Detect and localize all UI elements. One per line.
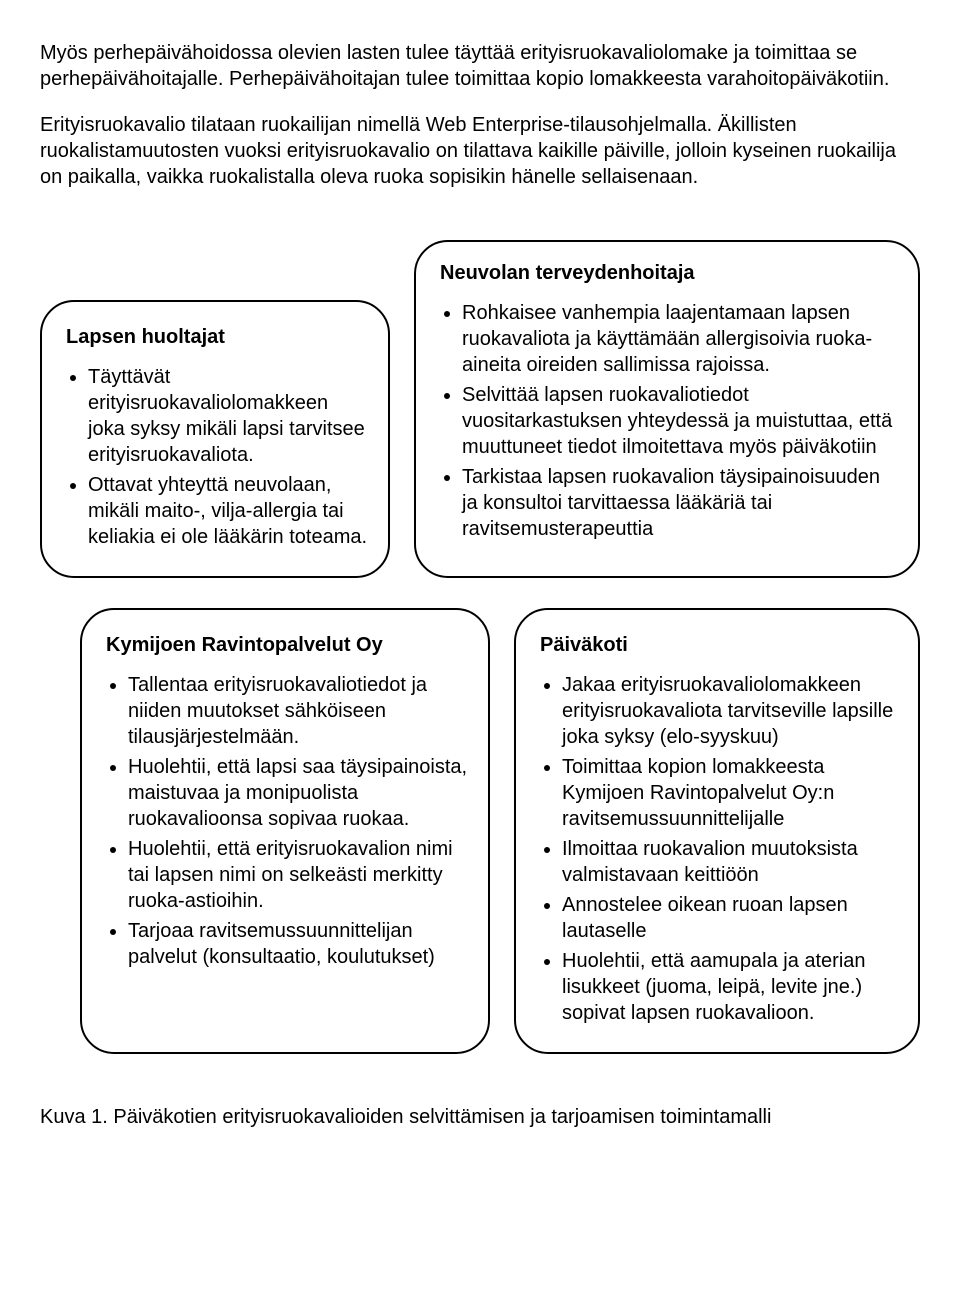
list-item: Huolehtii, että erityisruokavalion nimi … [128,836,470,914]
card-huoltajat-title: Lapsen huoltajat [66,324,370,350]
list-item: Rohkaisee vanhempia laajentamaan lapsen … [462,300,900,378]
list-item: Huolehtii, että aamupala ja aterian lisu… [562,948,900,1026]
intro-paragraph-2: Erityisruokavalio tilataan ruokailijan n… [40,112,920,190]
list-item: Tarkistaa lapsen ruokavalion täysipainoi… [462,464,900,542]
list-item: Täyttävät erityisruokavaliolomakkeen jok… [88,364,370,468]
card-huoltajat-list: Täyttävät erityisruokavaliolomakkeen jok… [60,364,370,550]
card-kymijoki-title: Kymijoen Ravintopalvelut Oy [106,632,470,658]
intro-paragraph-1: Myös perhepäivähoidossa olevien lasten t… [40,40,920,92]
list-item: Ottavat yhteyttä neuvolaan, mikäli maito… [88,472,370,550]
card-huoltajat: Lapsen huoltajat Täyttävät erityisruokav… [40,300,390,578]
list-item: Jakaa erityisruokavaliolomakkeen erityis… [562,672,900,750]
list-item: Toimittaa kopion lomakkeesta Kymijoen Ra… [562,754,900,832]
list-item: Huolehtii, että lapsi saa täysipainoista… [128,754,470,832]
card-neuvola-list: Rohkaisee vanhempia laajentamaan lapsen … [434,300,900,542]
list-item: Annostelee oikean ruoan lapsen lautasell… [562,892,900,944]
figure-caption: Kuva 1. Päiväkotien erityisruokavalioide… [40,1104,920,1130]
card-paivakoti-title: Päiväkoti [540,632,900,658]
row-2: Kymijoen Ravintopalvelut Oy Tallentaa er… [40,608,920,1054]
list-item: Selvittää lapsen ruokavaliotiedot vuosit… [462,382,900,460]
card-neuvola: Neuvolan terveydenhoitaja Rohkaisee vanh… [414,240,920,578]
card-neuvola-title: Neuvolan terveydenhoitaja [440,260,900,286]
card-paivakoti-list: Jakaa erityisruokavaliolomakkeen erityis… [534,672,900,1026]
card-kymijoki-list: Tallentaa erityisruokavaliotiedot ja nii… [100,672,470,970]
intro-block: Myös perhepäivähoidossa olevien lasten t… [40,40,920,190]
list-item: Tallentaa erityisruokavaliotiedot ja nii… [128,672,470,750]
card-paivakoti: Päiväkoti Jakaa erityisruokavaliolomakke… [514,608,920,1054]
list-item: Ilmoittaa ruokavalion muutoksista valmis… [562,836,900,888]
row-1: Lapsen huoltajat Täyttävät erityisruokav… [40,240,920,578]
card-kymijoki: Kymijoen Ravintopalvelut Oy Tallentaa er… [80,608,490,1054]
list-item: Tarjoaa ravitsemussuunnittelijan palvelu… [128,918,470,970]
